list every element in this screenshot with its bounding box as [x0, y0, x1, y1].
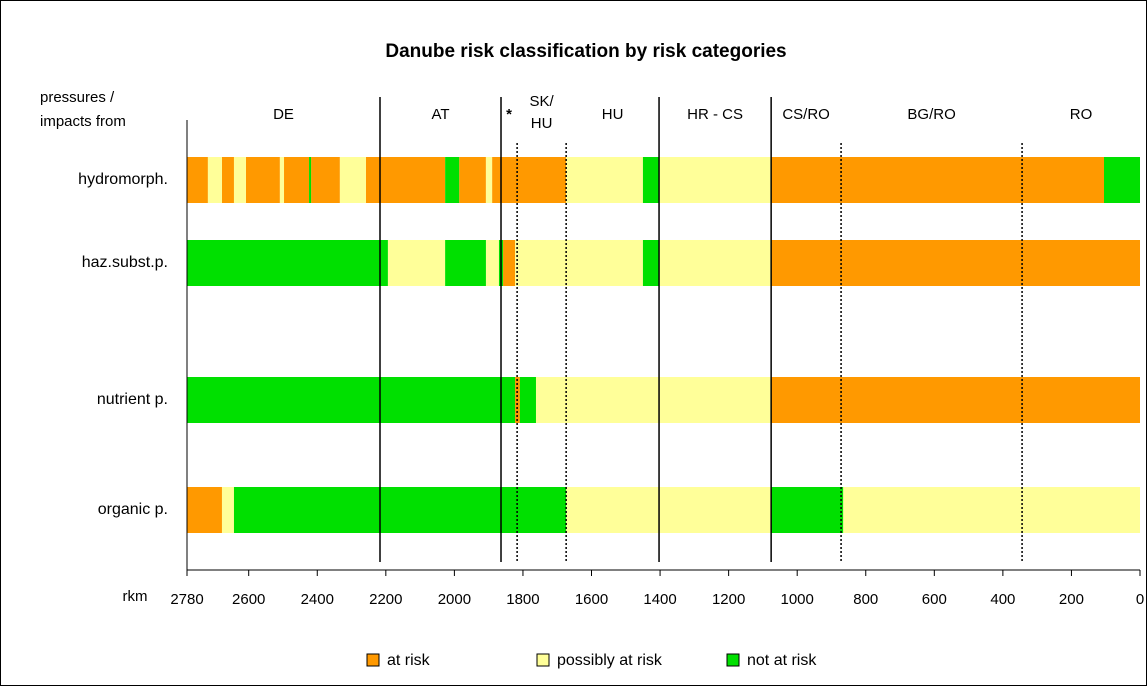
risk-segment	[843, 487, 1140, 533]
risk-segment	[771, 240, 1140, 286]
risk-segment	[279, 157, 285, 203]
risk-segment	[221, 157, 234, 203]
risk-segment	[187, 487, 222, 533]
risk-segment	[659, 157, 772, 203]
x-tick-label: 1800	[506, 591, 539, 608]
risk-segment	[233, 487, 567, 533]
region-label: BG/RO	[907, 106, 955, 123]
region-label: RO	[1070, 106, 1093, 123]
risk-segment	[519, 377, 536, 423]
x-tick-label: 1000	[781, 591, 814, 608]
risk-segment	[492, 157, 567, 203]
risk-segment	[311, 157, 340, 203]
risk-segment	[187, 377, 516, 423]
category-label: nutrient p.	[97, 391, 168, 408]
risk-segment	[187, 240, 388, 286]
x-tick-label: 1600	[575, 591, 608, 608]
risk-segment	[207, 157, 222, 203]
risk-segment	[459, 157, 486, 203]
x-tick-label: 1200	[712, 591, 745, 608]
x-tick-label: 1400	[643, 591, 676, 608]
region-label: AT	[431, 106, 449, 123]
category-label: hydromorph.	[78, 171, 168, 188]
region-label: HU	[602, 106, 624, 123]
risk-segment	[503, 240, 516, 286]
category-label: haz.subst.p.	[82, 254, 168, 271]
legend-label: at risk	[387, 652, 431, 669]
legend-swatch	[536, 653, 550, 667]
risk-segment	[771, 157, 1105, 203]
risk-segment	[284, 157, 310, 203]
region-label: *	[506, 106, 512, 123]
legend-label: possibly at risk	[557, 652, 663, 669]
x-tick-label: 2780	[170, 591, 203, 608]
region-label: HR - CS	[687, 106, 743, 123]
x-tick-label: 2600	[232, 591, 265, 608]
risk-segment	[187, 157, 208, 203]
x-tick-label: 200	[1059, 591, 1084, 608]
risk-segment	[535, 377, 772, 423]
risk-segment	[233, 157, 246, 203]
risk-segment	[659, 240, 772, 286]
x-tick-label: 2400	[301, 591, 334, 608]
risk-segment	[309, 157, 312, 203]
x-axis-label: rkm	[123, 588, 148, 605]
y-axis-label: pressures / impacts from	[40, 89, 126, 130]
region-label: SK/HU	[530, 93, 555, 132]
risk-segment	[566, 487, 772, 533]
chart-title: Danube risk classification by risk categ…	[385, 41, 786, 62]
x-tick-label: 2000	[438, 591, 471, 608]
legend-label: not at risk	[747, 652, 817, 669]
risk-segment	[245, 157, 280, 203]
category-label: organic p.	[98, 501, 168, 518]
risk-segment	[771, 377, 1140, 423]
risk-segment	[566, 157, 643, 203]
x-tick-label: 2200	[369, 591, 402, 608]
region-label: CS/RO	[782, 106, 830, 123]
risk-segment	[485, 240, 499, 286]
risk-segment	[445, 157, 460, 203]
risk-segment	[485, 157, 493, 203]
risk-segment	[365, 157, 446, 203]
risk-segment	[221, 487, 234, 533]
risk-segment	[515, 240, 643, 286]
legend-swatch	[366, 653, 380, 667]
x-tick-label: 0	[1136, 591, 1144, 608]
risk-segment	[642, 157, 660, 203]
risk-segment	[339, 157, 366, 203]
x-tick-label: 400	[990, 591, 1015, 608]
risk-segment	[445, 240, 486, 286]
risk-segment	[642, 240, 660, 286]
region-label: DE	[273, 106, 294, 123]
risk-segment	[771, 487, 844, 533]
legend-swatch	[726, 653, 740, 667]
risk-segment	[1104, 157, 1140, 203]
risk-segment	[387, 240, 446, 286]
x-tick-label: 600	[922, 591, 947, 608]
x-tick-label: 800	[853, 591, 878, 608]
